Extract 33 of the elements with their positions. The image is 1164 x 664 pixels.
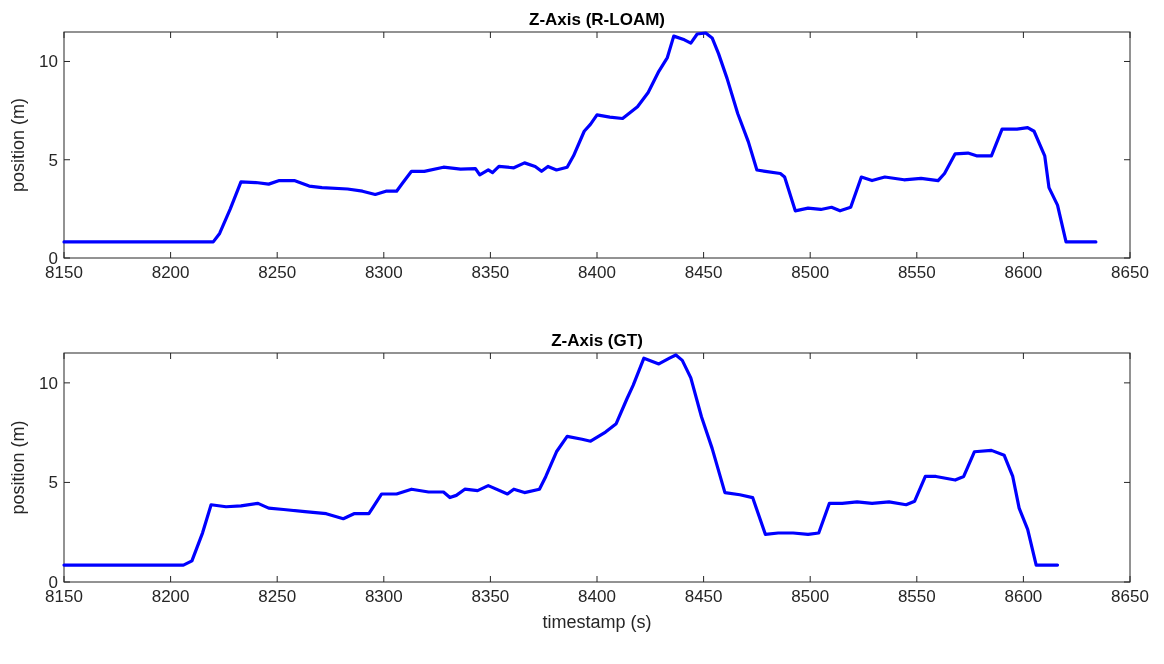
chart-title: Z-Axis (R-LOAM) <box>529 10 665 29</box>
x-tick-label: 8650 <box>1111 263 1149 282</box>
x-tick-label: 8650 <box>1111 587 1149 606</box>
x-tick-label: 8300 <box>364 587 403 606</box>
x-tick-label: 8150 <box>45 263 83 282</box>
x-tick-label: 8450 <box>684 587 723 606</box>
chart-title: Z-Axis (GT) <box>551 331 643 350</box>
x-tick-label: 8250 <box>258 587 297 606</box>
x-tick-label: 8350 <box>471 263 510 282</box>
x-tick-label: 8300 <box>364 263 403 282</box>
x-tick-label: 8550 <box>897 263 936 282</box>
x-tick-label: 8500 <box>791 263 830 282</box>
x-tick-label: 8150 <box>45 587 83 606</box>
x-axis-title: timestamp (s) <box>542 612 652 632</box>
x-tick-label: 8350 <box>471 587 510 606</box>
y-tick-label: 10 <box>39 373 58 393</box>
y-tick-label: 5 <box>48 150 58 170</box>
line-series <box>62 353 1060 567</box>
x-tick-label: 8550 <box>897 587 936 606</box>
y-axis-title: position (m) <box>8 97 28 193</box>
x-tick-label: 8450 <box>684 263 723 282</box>
x-tick-label: 8500 <box>791 587 830 606</box>
y-axis-title: position (m) <box>8 420 28 515</box>
x-tick-label: 8400 <box>578 587 616 606</box>
line-series <box>62 31 1098 244</box>
x-tick-label: 8250 <box>258 263 297 282</box>
x-tick-label: 8600 <box>1004 587 1043 606</box>
x-tick-label: 8600 <box>1004 263 1043 282</box>
x-tick-label: 8200 <box>151 587 190 606</box>
x-tick-label: 8200 <box>151 263 190 282</box>
y-tick-label: 10 <box>39 52 58 72</box>
y-tick-label: 5 <box>48 473 58 493</box>
x-tick-label: 8400 <box>578 263 616 282</box>
